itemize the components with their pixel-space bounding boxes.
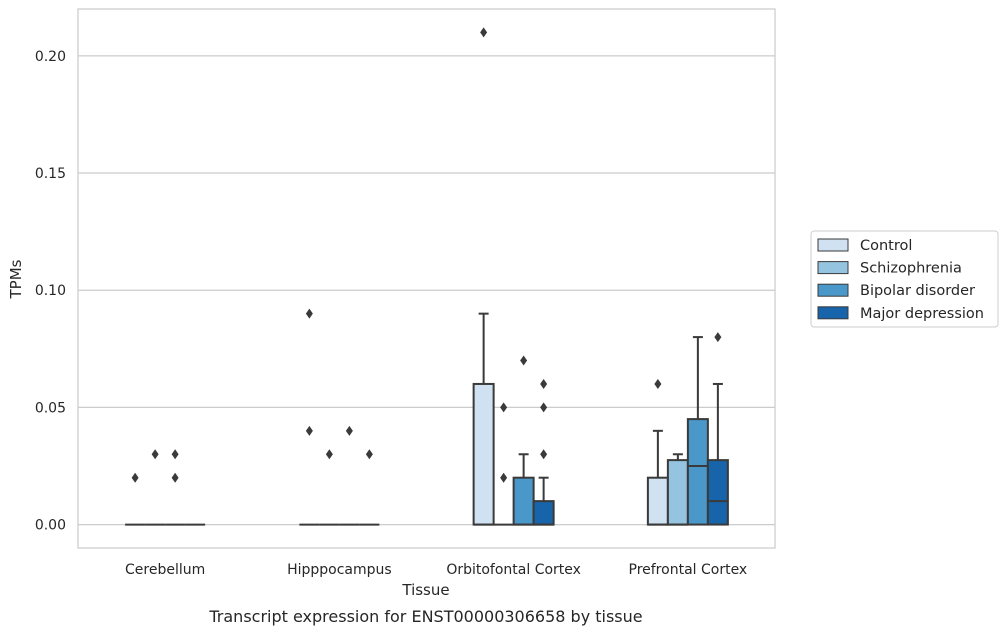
outlier-point xyxy=(171,449,179,460)
outlier-point xyxy=(500,402,508,413)
series-control xyxy=(125,27,669,526)
legend-swatch xyxy=(817,306,849,320)
box-series-group xyxy=(125,27,729,526)
outlier-point xyxy=(131,472,139,483)
y-tick-label: 0.10 xyxy=(35,283,66,299)
box xyxy=(145,449,166,526)
outlier-point xyxy=(654,378,662,389)
legend-swatch xyxy=(817,261,849,275)
x-tick-label: Cerebellum xyxy=(125,562,205,578)
box xyxy=(706,332,729,526)
outlier-point xyxy=(325,449,333,460)
legend-label: Bipolar disorder xyxy=(860,283,975,299)
box-body xyxy=(646,476,669,526)
legend-label: Schizophrenia xyxy=(860,261,962,277)
x-axis-title: Tissue xyxy=(401,581,449,599)
series-schizophrenia xyxy=(145,402,689,526)
outlier-point xyxy=(171,472,179,483)
outlier-point xyxy=(540,449,548,460)
legend-swatch xyxy=(817,238,849,252)
box-body xyxy=(512,476,535,526)
box xyxy=(319,449,340,526)
x-tick-label: Hipppocampus xyxy=(287,562,392,578)
box xyxy=(125,472,146,526)
outlier-point xyxy=(500,472,508,483)
box xyxy=(532,378,555,526)
outlier-point xyxy=(480,27,488,38)
y-tick-label: 0.15 xyxy=(35,166,66,182)
x-tick-label: Prefrontal Cortex xyxy=(629,562,748,578)
box xyxy=(666,453,689,526)
box-body xyxy=(666,459,689,526)
outlier-point xyxy=(520,355,528,366)
y-tick-label: 0.20 xyxy=(35,49,66,65)
legend-item: Schizophrenia xyxy=(817,261,962,277)
outlier-point xyxy=(714,332,722,343)
legend: Control Schizophrenia Bipolar disorder Majo… xyxy=(810,230,999,328)
box xyxy=(299,308,320,526)
outlier-point xyxy=(365,449,373,460)
box xyxy=(339,425,360,526)
box-body xyxy=(472,382,495,526)
plot-frame xyxy=(77,8,776,549)
outlier-point xyxy=(540,402,548,413)
outlier-point xyxy=(305,425,313,436)
x-tick-labels: Cerebellum Hipppocampus Orbitofontal Corte… xyxy=(125,562,747,578)
y-axis-title: TPMs xyxy=(7,259,25,299)
box xyxy=(472,27,495,526)
box xyxy=(493,402,514,526)
legend-label: Major depression xyxy=(860,306,984,322)
box xyxy=(165,449,186,526)
y-tick-labels: 0.00 0.05 0.10 0.15 0.20 xyxy=(35,49,66,534)
legend-item: Major depression xyxy=(817,306,984,322)
box xyxy=(359,449,380,526)
y-tick-label: 0.05 xyxy=(35,400,66,416)
legend-swatch xyxy=(817,283,849,297)
legend-frame xyxy=(810,230,999,328)
y-tick-label: 0.00 xyxy=(35,518,66,534)
x-tick-label: Orbitofontal Cortex xyxy=(446,562,581,578)
series-major-depression xyxy=(185,332,729,526)
legend-item: Control xyxy=(817,238,912,254)
box-body xyxy=(532,500,555,526)
outlier-point xyxy=(305,308,313,319)
box-body xyxy=(706,459,729,526)
outlier-point xyxy=(540,378,548,389)
chart-caption: Transcript expression for ENST0000030665… xyxy=(208,607,642,626)
legend-label: Control xyxy=(860,238,912,254)
box-body xyxy=(686,418,709,526)
outlier-point xyxy=(345,425,353,436)
legend-item: Bipolar disorder xyxy=(817,283,975,299)
outlier-point xyxy=(151,449,159,460)
